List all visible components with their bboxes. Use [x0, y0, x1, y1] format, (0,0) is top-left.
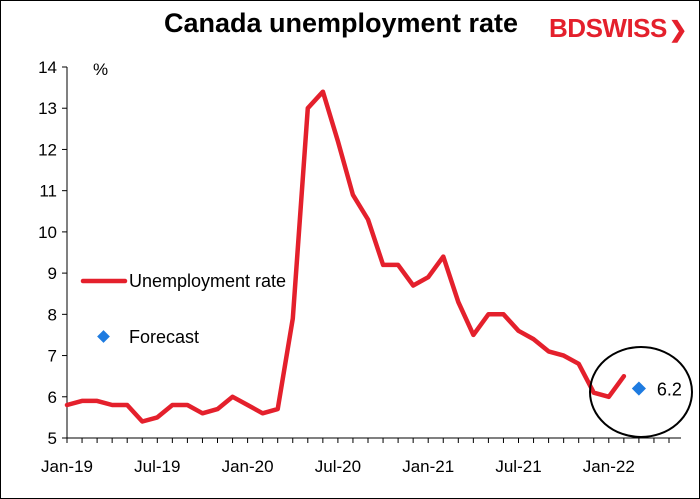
forecast-highlight-circle [589, 346, 693, 438]
x-tick-label: Jul-20 [315, 457, 361, 476]
y-tick-label: 14 [38, 58, 57, 77]
y-axis: 5 6 7 8 9 10 11 12 13 14% [38, 58, 108, 448]
y-tick-label: 5 [48, 429, 57, 448]
x-tick-label: Jul-19 [134, 457, 180, 476]
y-tick-label: 10 [38, 223, 57, 242]
x-tick-label: Jul-21 [495, 457, 541, 476]
y-tick-label: 6 [48, 388, 57, 407]
y-tick-label: 9 [48, 264, 57, 283]
bdswiss-logo: BDSWISS❯ [549, 13, 687, 43]
x-tick-label: Jan-22 [583, 457, 635, 476]
legend: Unemployment rate Forecast [80, 271, 286, 347]
chart-title: Canada unemployment rate [163, 8, 519, 38]
unemployment-rate-line [64, 89, 627, 424]
y-tick-label: 12 [38, 140, 57, 159]
y-tick-label: 8 [48, 305, 57, 324]
x-axis: Jan-19 Jul-19 Jan-20 Jul-20 Jan-21 Jul-21 Jan-… [41, 437, 681, 476]
forecast-value-label: 6.2 [657, 380, 682, 400]
y-axis-unit: % [93, 60, 108, 79]
forecast-point [631, 381, 646, 396]
y-tick-label: 13 [38, 99, 57, 118]
legend-label-unemployment: Unemployment rate [129, 271, 286, 291]
y-tick-label: 11 [39, 182, 57, 201]
annotations: 6.2 [589, 346, 693, 438]
legend-diamond-swatch [97, 330, 110, 343]
x-tick-label: Jan-20 [222, 457, 274, 476]
x-tick-label: Jan-21 [402, 457, 454, 476]
series-layer [64, 89, 646, 424]
y-tick-label: 7 [48, 347, 57, 366]
x-tick-label: Jan-19 [41, 457, 93, 476]
legend-label-forecast: Forecast [129, 327, 199, 347]
